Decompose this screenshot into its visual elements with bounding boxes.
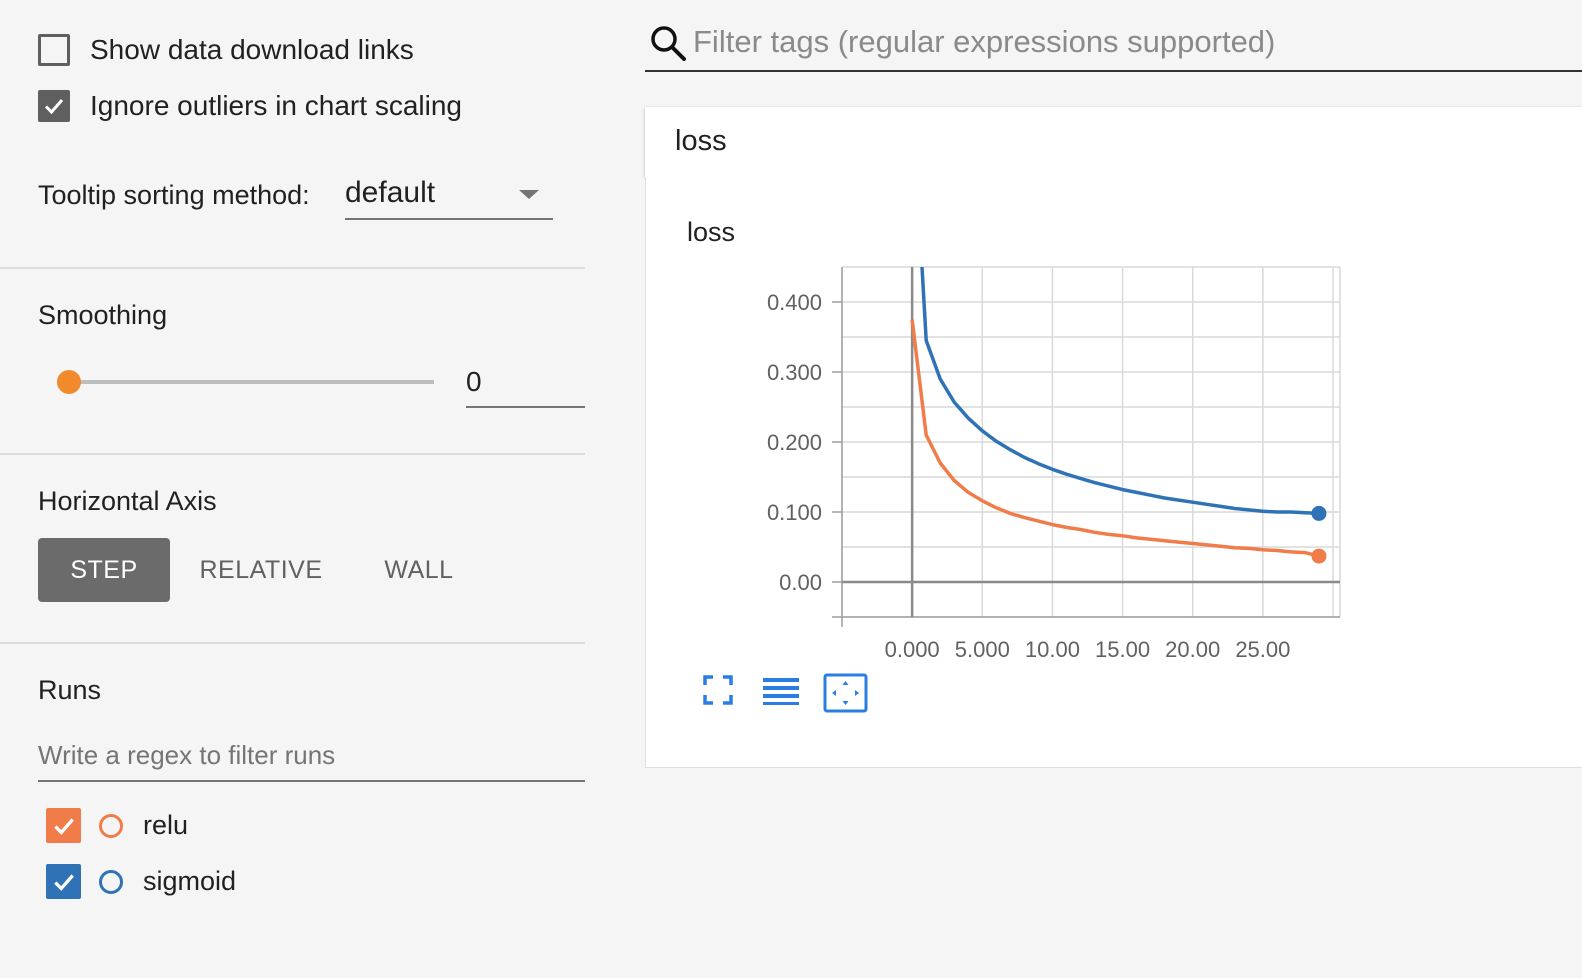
ignore-outliers-row[interactable]: Ignore outliers in chart scaling [38, 90, 462, 122]
smoothing-value-input[interactable]: 0 [466, 358, 585, 408]
series-endpoint-sigmoid [1311, 505, 1327, 521]
toggle-log-scale-icon[interactable] [762, 674, 800, 708]
runs-title: Runs [38, 675, 102, 705]
y-tick-label: 0.300 [767, 360, 822, 385]
ignore-outliers-checkbox[interactable] [38, 90, 70, 122]
y-tick-label: 0.100 [767, 500, 822, 525]
run-checkbox-relu[interactable] [46, 808, 81, 843]
axis-step-button[interactable]: STEP [38, 538, 170, 602]
dropdown-caret-icon [519, 190, 539, 199]
series-endpoint-relu [1311, 548, 1327, 564]
checkmark-icon [44, 99, 64, 115]
tag-filter-placeholder: Filter tags (regular expressions support… [693, 24, 1276, 59]
x-tick-label: 25.00 [1235, 637, 1290, 662]
show-download-links-checkbox[interactable] [38, 34, 70, 66]
checkmark-icon [53, 817, 74, 835]
horizontal-axis-title: Horizontal Axis [38, 486, 217, 516]
series-line-sigmoid [920, 267, 1320, 516]
x-tick-label: 0.000 [885, 637, 940, 662]
sidebar: Show data download links Ignore outliers… [0, 0, 585, 978]
divider [0, 453, 585, 455]
tag-filter-search[interactable]: Filter tags (regular expressions support… [645, 18, 1582, 72]
fullscreen-icon[interactable] [702, 674, 734, 706]
run-color-circle-sigmoid[interactable] [99, 869, 123, 894]
run-checkbox-sigmoid[interactable] [46, 864, 81, 899]
chart-card: loss 0.00 0.100 0.200 0.300 0.400 0.000 5.000 1… [645, 177, 1582, 768]
run-label-sigmoid: sigmoid [143, 866, 237, 896]
axis-wall-button[interactable]: WALL [384, 555, 454, 584]
x-tick-label: 20.00 [1165, 637, 1220, 662]
show-download-links-label: Show data download links [90, 34, 414, 65]
x-tick-label: 10.00 [1025, 637, 1080, 662]
category-header[interactable]: loss [645, 107, 1582, 177]
axis-relative-button[interactable]: RELATIVE [199, 555, 323, 584]
show-download-links-row[interactable]: Show data download links [38, 34, 414, 66]
loss-chart[interactable]: 0.00 0.100 0.200 0.300 0.400 0.000 5.000 10.00 1… [646, 177, 1581, 677]
chart-title: loss [687, 217, 736, 247]
ignore-outliers-label: Ignore outliers in chart scaling [90, 90, 462, 121]
smoothing-title: Smoothing [38, 300, 168, 330]
y-tick-label: 0.00 [779, 570, 822, 595]
run-row-relu[interactable]: relu [46, 808, 188, 843]
divider [0, 267, 585, 269]
tooltip-sorting-value: default [345, 176, 436, 209]
smoothing-slider-knob[interactable] [57, 370, 81, 394]
fit-domain-icon[interactable] [823, 673, 868, 713]
category-title: loss [675, 125, 727, 157]
y-tick-label: 0.200 [767, 430, 822, 455]
x-tick-label: 5.000 [955, 637, 1010, 662]
tooltip-sorting-label: Tooltip sorting method: [38, 180, 310, 210]
divider [0, 642, 585, 644]
tooltip-sorting-select[interactable]: default [345, 170, 553, 220]
run-label-relu: relu [143, 810, 189, 840]
y-tick-label: 0.400 [767, 290, 822, 315]
run-color-circle-relu[interactable] [99, 813, 123, 838]
series-line-relu [910, 319, 1320, 558]
x-tick-label: 15.00 [1095, 637, 1150, 662]
run-row-sigmoid[interactable]: sigmoid [46, 864, 236, 899]
smoothing-slider-track[interactable] [68, 380, 434, 384]
search-icon [651, 26, 686, 61]
checkmark-icon [53, 873, 74, 891]
runs-filter-input[interactable]: Write a regex to filter runs [38, 730, 585, 782]
